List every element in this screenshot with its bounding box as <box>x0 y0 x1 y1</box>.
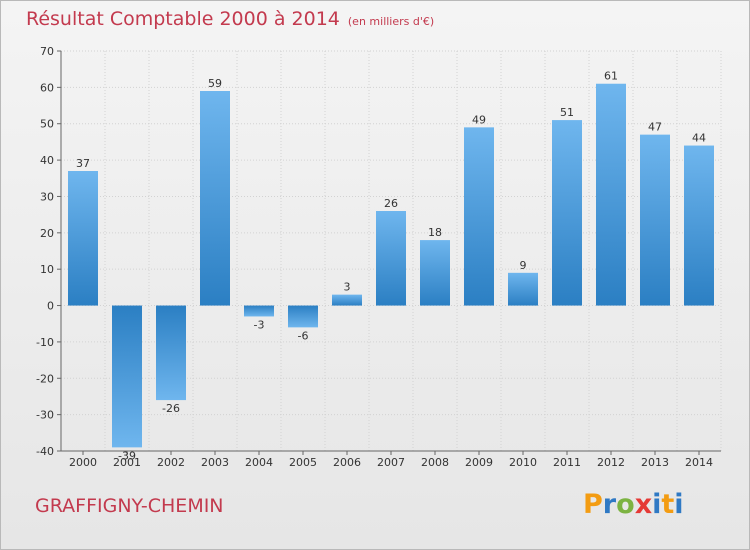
data-label-2012: 61 <box>604 70 618 83</box>
bar-2010 <box>508 272 538 306</box>
bar-2012 <box>596 83 626 306</box>
bar-2001 <box>112 305 142 448</box>
data-label-2010: 9 <box>520 259 527 272</box>
chart-title: Résultat Comptable 2000 à 2014 (en millie… <box>26 8 434 30</box>
x-tick-label: 2009 <box>465 456 493 469</box>
y-tick-label: -40 <box>36 445 54 458</box>
data-label-2013: 47 <box>648 121 662 134</box>
y-tick-label: 20 <box>40 227 54 240</box>
bar-2004 <box>244 305 274 317</box>
y-tick-label: 0 <box>47 300 54 313</box>
data-label-2014: 44 <box>692 132 706 145</box>
y-tick-label: 50 <box>40 118 54 131</box>
bar-2007 <box>376 211 406 306</box>
x-tick-label: 2000 <box>69 456 97 469</box>
data-label-2000: 37 <box>76 157 90 170</box>
y-tick-label: -20 <box>36 372 54 385</box>
logo-letter: x <box>634 489 653 520</box>
bar-2005 <box>288 305 318 328</box>
bar-2006 <box>332 294 362 306</box>
data-label-2001: -39 <box>118 449 136 462</box>
bars <box>68 83 714 448</box>
data-label-2003: 59 <box>208 77 222 90</box>
bar-2000 <box>68 171 98 306</box>
y-tick-label: 10 <box>40 263 54 276</box>
x-tick-label: 2003 <box>201 456 229 469</box>
data-label-2004: -3 <box>254 318 265 331</box>
bar-2003 <box>200 91 230 306</box>
x-tick-label: 2011 <box>553 456 581 469</box>
data-label-2009: 49 <box>472 113 486 126</box>
x-tick-label: 2014 <box>685 456 713 469</box>
data-label-2005: -6 <box>298 329 309 342</box>
proxiti-logo: Proxiti <box>583 489 684 520</box>
data-label-2006: 3 <box>344 281 351 294</box>
x-tick-label: 2006 <box>333 456 361 469</box>
bar-2002 <box>156 305 186 401</box>
chart-subtitle: (en milliers d'€) <box>347 15 435 28</box>
x-tick-label: 2002 <box>157 456 185 469</box>
logo-letter: P <box>583 489 603 520</box>
x-tick-label: 2005 <box>289 456 317 469</box>
logo-letter: r <box>602 489 617 520</box>
y-tick-label: -10 <box>36 336 54 349</box>
data-label-2007: 26 <box>384 197 398 210</box>
data-label-2011: 51 <box>560 106 574 119</box>
x-tick-label: 2010 <box>509 456 537 469</box>
x-tick-label: 2013 <box>641 456 669 469</box>
y-tick-label: 60 <box>40 81 54 94</box>
x-tick-label: 2007 <box>377 456 405 469</box>
y-tick-label: -30 <box>36 409 54 422</box>
commune-name: GRAFFIGNY-CHEMIN <box>35 495 224 517</box>
data-label-2008: 18 <box>428 226 442 239</box>
data-labels: 37 -39 -26 59 -3 -6 3 26 18 49 9 51 61 47 44 <box>76 70 706 463</box>
x-tick-label: 2004 <box>245 456 273 469</box>
y-tick-label: 70 <box>40 45 54 58</box>
x-tick-label: 2008 <box>421 456 449 469</box>
bar-2014 <box>684 145 714 306</box>
logo-letter: o <box>616 489 635 520</box>
data-label-2002: -26 <box>162 402 180 415</box>
chart-title-text: Résultat Comptable 2000 à 2014 <box>26 8 340 30</box>
bar-2009 <box>464 127 494 306</box>
y-tick-label: 30 <box>40 190 54 203</box>
x-tick-label: 2012 <box>597 456 625 469</box>
x-tick-label: 2001 <box>113 456 141 469</box>
y-tick-label: 40 <box>40 154 54 167</box>
logo-letter: i <box>674 489 684 520</box>
logo-letter: i <box>652 489 662 520</box>
bar-2011 <box>552 120 582 306</box>
bar-2008 <box>420 240 450 306</box>
logo-letter: t <box>661 489 675 520</box>
bar-2013 <box>640 134 670 306</box>
